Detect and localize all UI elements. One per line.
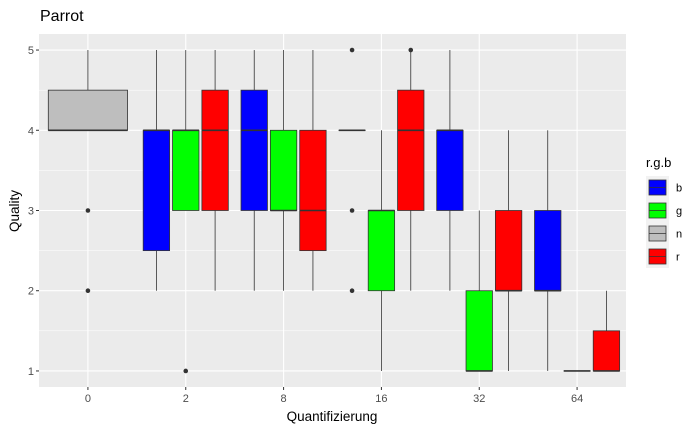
x-tick-label: 8 bbox=[281, 393, 287, 405]
box-g-16 bbox=[367, 130, 396, 371]
box-r-2 bbox=[201, 50, 229, 291]
y-tick-label: 3 bbox=[28, 206, 34, 218]
legend-label-g: g bbox=[676, 206, 682, 218]
outlier-point bbox=[349, 47, 355, 53]
box-r-16 bbox=[397, 47, 425, 291]
x-axis-ticks: 0 2 8 16 32 64 bbox=[85, 387, 583, 405]
legend-label-r: r bbox=[676, 252, 680, 264]
x-tick-label: 64 bbox=[571, 393, 583, 405]
legend-label-n: n bbox=[676, 229, 682, 241]
box-g-2 bbox=[172, 50, 200, 374]
box-rect bbox=[269, 129, 298, 211]
y-tick-label: 5 bbox=[28, 45, 34, 57]
box-rect bbox=[299, 129, 327, 252]
box-rect bbox=[534, 210, 562, 292]
y-axis-ticks: 1 2 3 4 5 bbox=[28, 45, 39, 378]
x-tick-label: 2 bbox=[183, 393, 189, 405]
box-b-16 bbox=[338, 47, 366, 294]
legend-title: r.g.b bbox=[646, 155, 671, 170]
outlier-point bbox=[408, 47, 414, 53]
chart-title: Parrot bbox=[40, 8, 84, 25]
outlier-point bbox=[85, 208, 91, 213]
box-rect bbox=[397, 89, 425, 211]
y-axis-title: Quality bbox=[7, 190, 22, 232]
x-tick-label: 16 bbox=[375, 393, 387, 405]
box-series bbox=[47, 47, 621, 374]
outlier-point bbox=[349, 288, 355, 294]
box-rect bbox=[142, 129, 171, 252]
box-n-0 bbox=[47, 50, 128, 294]
x-tick-label: 32 bbox=[473, 393, 485, 405]
x-axis-title: Quantifizierung bbox=[287, 409, 378, 424]
outlier-point bbox=[183, 368, 189, 374]
box-r-64 bbox=[592, 290, 621, 372]
y-tick-label: 1 bbox=[28, 366, 34, 378]
box-r-32 bbox=[494, 130, 523, 371]
box-rect bbox=[172, 129, 200, 211]
y-tick-label: 2 bbox=[28, 286, 34, 298]
box-rect bbox=[201, 89, 229, 211]
box-rect bbox=[465, 290, 493, 372]
box-b-2 bbox=[142, 50, 171, 291]
outlier-point bbox=[349, 208, 355, 213]
box-r-8 bbox=[299, 50, 327, 291]
y-tick-label: 4 bbox=[28, 125, 34, 137]
outlier-point bbox=[85, 288, 91, 294]
box-g-8 bbox=[269, 50, 298, 291]
box-rect bbox=[240, 89, 268, 211]
box-rect bbox=[592, 330, 621, 372]
box-rect bbox=[436, 129, 464, 211]
box-rect bbox=[494, 210, 523, 292]
box-b-8 bbox=[240, 50, 268, 291]
box-rect bbox=[47, 89, 128, 131]
box-b-32 bbox=[436, 50, 464, 291]
box-b-64 bbox=[534, 130, 562, 371]
x-tick-label: 0 bbox=[85, 393, 91, 405]
box-rect bbox=[367, 210, 396, 292]
legend-label-b: b bbox=[676, 183, 682, 195]
box-g-32 bbox=[465, 210, 493, 372]
